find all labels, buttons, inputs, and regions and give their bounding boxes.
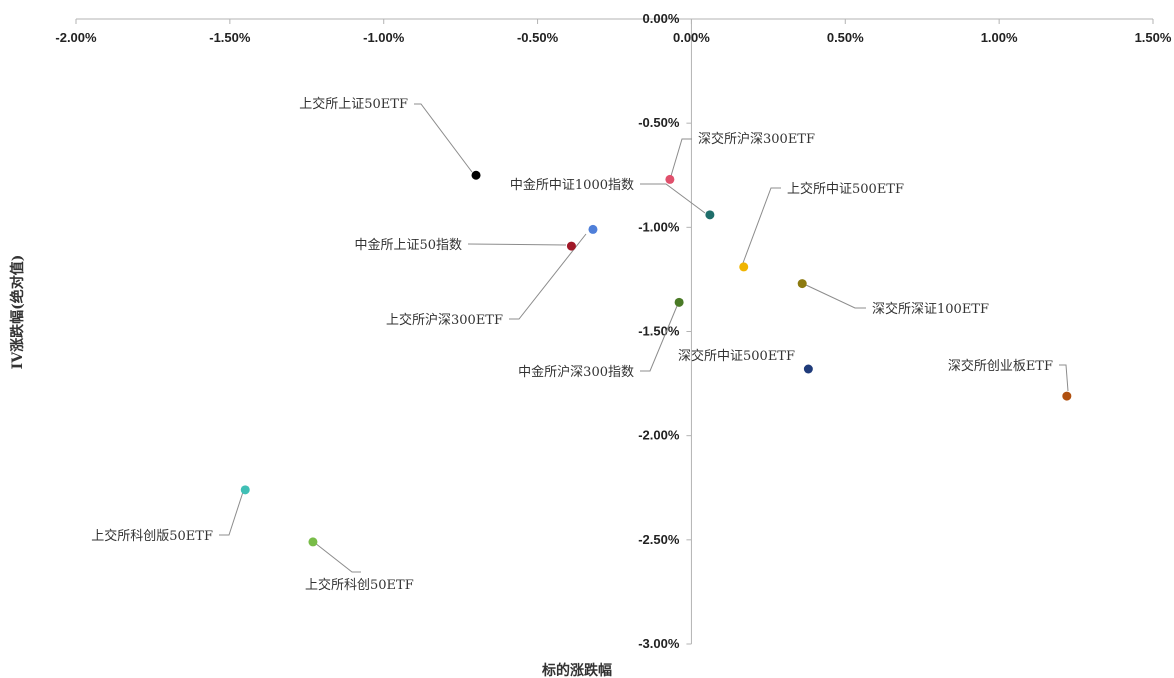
label-leader-line <box>640 183 706 214</box>
data-point-label: 中金所沪深300指数 <box>518 364 634 380</box>
label-leader-line <box>219 491 244 536</box>
point-labels: 上交所上证50ETF 深交所沪深300ETF 中金所中证1000指数中金所上证50指… <box>91 96 1053 593</box>
data-point-label: 上交所科创版50ETF <box>91 528 213 544</box>
data-point-label: 上交所科创50ETF <box>305 577 414 593</box>
data-point <box>308 537 318 547</box>
x-tick-label: -1.50% <box>209 30 251 45</box>
data-point-label: 深交所中证500ETF <box>678 348 795 364</box>
data-point-label: 中金所中证1000指数 <box>510 177 634 193</box>
label-leader-line <box>742 187 781 264</box>
data-point-label: 深交所深证100ETF <box>872 301 989 317</box>
y-axis-title: IV涨跌幅(绝对值) <box>9 255 26 370</box>
x-axis-ticks: -2.00% -1.50% -1.00% -0.50% 0.00% 0.50% 1.00% 1… <box>55 19 1172 45</box>
label-leader-line <box>314 542 361 573</box>
label-leader-line <box>670 138 692 177</box>
data-point <box>566 241 576 251</box>
data-point-label: 上交所上证50ETF <box>299 96 408 112</box>
x-tick-label: -1.00% <box>363 30 405 45</box>
data-point <box>665 174 675 184</box>
label-leader-line <box>1059 364 1069 392</box>
label-leader-lines <box>219 103 1069 573</box>
y-tick-label: -1.50% <box>638 324 680 339</box>
data-points <box>240 170 1072 547</box>
y-tick-label: -2.50% <box>638 532 680 547</box>
data-point-label: 上交所沪深300ETF <box>386 312 503 328</box>
x-tick-label: -0.50% <box>517 30 559 45</box>
x-tick-label: 0.00% <box>673 30 710 45</box>
data-point <box>705 210 715 220</box>
data-point <box>471 170 481 180</box>
y-axis-ticks: 0.00% -0.50% -1.00% -1.50% -2.00% -2.50% -3.00… <box>638 11 692 651</box>
data-point-label: 深交所沪深300ETF <box>698 131 815 147</box>
data-point-label: 深交所创业板ETF <box>948 358 1053 374</box>
data-point <box>588 224 598 234</box>
label-leader-line <box>509 233 587 320</box>
x-tick-label: 0.50% <box>827 30 864 45</box>
label-leader-line <box>640 305 678 372</box>
y-tick-label: -1.00% <box>638 219 680 234</box>
data-point <box>739 262 749 272</box>
data-point-label: 中金所上证50指数 <box>354 237 462 253</box>
data-point <box>1062 391 1072 401</box>
x-tick-label: 1.00% <box>981 30 1018 45</box>
x-tick-label: 1.50% <box>1135 30 1172 45</box>
data-point <box>797 279 807 289</box>
y-tick-label: -3.00% <box>638 636 680 651</box>
y-tick-label: -2.00% <box>638 428 680 443</box>
label-leader-line <box>805 284 866 309</box>
data-point <box>674 297 684 307</box>
x-axis-title: 标的涨跌幅 <box>541 662 612 678</box>
x-tick-label: -2.00% <box>55 30 97 45</box>
data-point-label: 上交所中证500ETF <box>787 181 904 197</box>
label-leader-line <box>414 103 473 173</box>
y-tick-label: 0.00% <box>643 11 680 26</box>
label-leader-line <box>467 243 567 246</box>
y-tick-label: -0.50% <box>638 115 680 130</box>
data-point <box>803 364 813 374</box>
data-point <box>240 485 250 495</box>
